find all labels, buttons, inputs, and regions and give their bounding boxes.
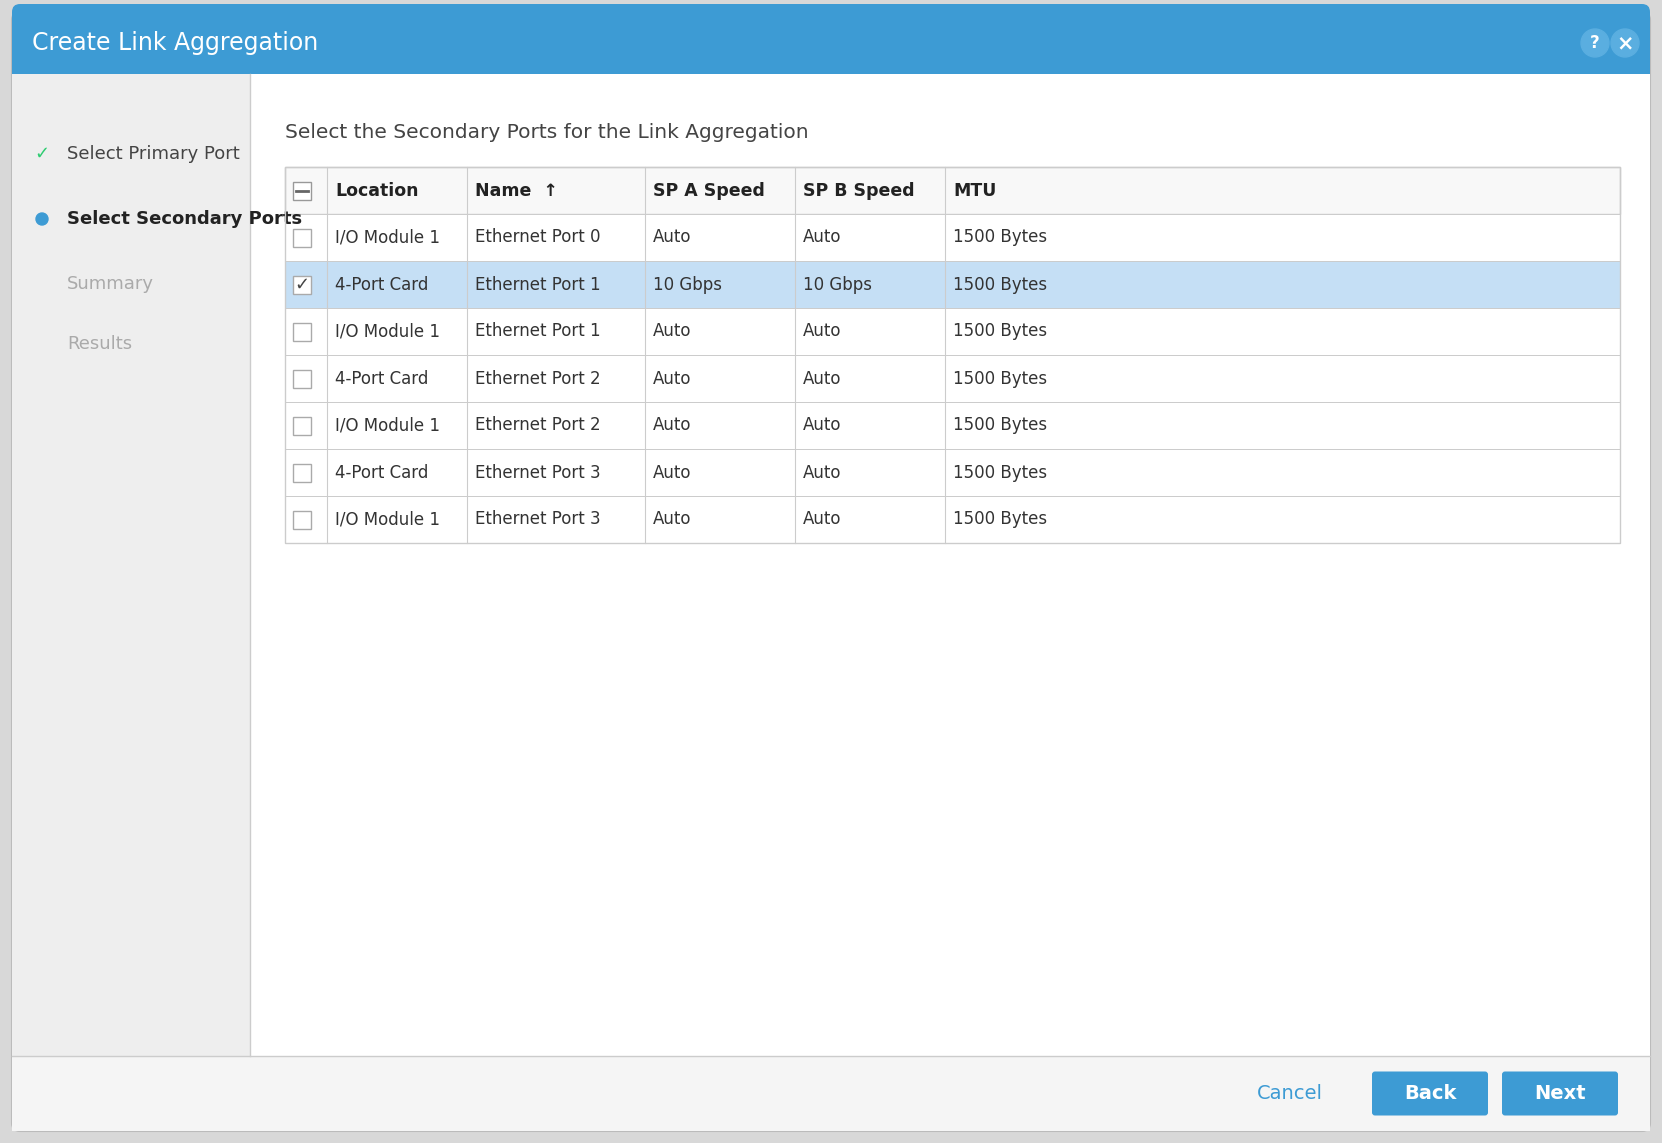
Text: Create Link Aggregation: Create Link Aggregation [32,31,317,55]
Text: Auto: Auto [653,511,691,528]
Text: 1500 Bytes: 1500 Bytes [952,322,1047,341]
Text: I/O Module 1: I/O Module 1 [336,511,440,528]
Text: Ethernet Port 1: Ethernet Port 1 [475,322,600,341]
Text: Auto: Auto [803,229,841,247]
Text: Summary: Summary [66,275,155,293]
Bar [284,214,1620,261]
Bar [284,402,1620,449]
Text: 4-Port Card: 4-Port Card [336,464,429,481]
Bar [293,464,311,481]
Bar [12,74,249,1056]
Text: Auto: Auto [653,416,691,434]
FancyBboxPatch shape [12,3,1650,82]
Bar [293,322,311,341]
Bar [284,307,1620,355]
Text: 10 Gbps: 10 Gbps [803,275,873,294]
Bar [293,229,311,247]
Text: Select Secondary Ports: Select Secondary Ports [66,210,302,227]
Text: ×: × [1615,33,1634,53]
FancyBboxPatch shape [1373,1071,1487,1116]
Bar [293,275,311,294]
Text: Auto: Auto [653,229,691,247]
Bar [249,74,1650,1056]
Bar [293,182,311,200]
Text: 1500 Bytes: 1500 Bytes [952,464,1047,481]
Text: SP A Speed: SP A Speed [653,182,765,200]
Circle shape [1610,29,1639,57]
Bar [284,496,1620,543]
Text: Auto: Auto [803,416,841,434]
Text: 4-Port Card: 4-Port Card [336,275,429,294]
Text: Next: Next [1534,1084,1586,1103]
Text: ✓: ✓ [294,275,309,294]
Circle shape [1581,29,1609,57]
Text: Results: Results [66,335,131,353]
Bar [284,167,1620,543]
Bar [284,167,1620,214]
Text: 10 Gbps: 10 Gbps [653,275,721,294]
Text: I/O Module 1: I/O Module 1 [336,229,440,247]
Text: Ethernet Port 2: Ethernet Port 2 [475,369,600,387]
Text: Ethernet Port 2: Ethernet Port 2 [475,416,600,434]
FancyBboxPatch shape [12,11,1650,1132]
Bar [12,11,1650,43]
Bar [293,511,311,528]
Text: Name  ↑: Name ↑ [475,182,558,200]
Text: Ethernet Port 3: Ethernet Port 3 [475,464,600,481]
Text: Back: Back [1404,1084,1456,1103]
Text: I/O Module 1: I/O Module 1 [336,322,440,341]
Text: Auto: Auto [653,464,691,481]
Text: Ethernet Port 0: Ethernet Port 0 [475,229,600,247]
Text: Auto: Auto [803,369,841,387]
Bar [293,416,311,434]
Bar [12,1056,1650,1132]
Bar [12,43,1650,74]
Text: SP B Speed: SP B Speed [803,182,914,200]
Text: Select the Secondary Ports for the Link Aggregation: Select the Secondary Ports for the Link … [284,122,809,142]
Text: 1500 Bytes: 1500 Bytes [952,416,1047,434]
Bar [284,261,1620,307]
Text: Cancel: Cancel [1256,1084,1323,1103]
Circle shape [37,213,48,225]
Text: ?: ? [1591,34,1601,51]
Text: 4-Port Card: 4-Port Card [336,369,429,387]
Text: Auto: Auto [653,322,691,341]
Text: 1500 Bytes: 1500 Bytes [952,275,1047,294]
Bar [284,449,1620,496]
Text: Auto: Auto [653,369,691,387]
Text: Auto: Auto [803,511,841,528]
Text: Select Primary Port: Select Primary Port [66,145,239,163]
Text: Ethernet Port 1: Ethernet Port 1 [475,275,600,294]
Text: Auto: Auto [803,464,841,481]
Text: 1500 Bytes: 1500 Bytes [952,229,1047,247]
Text: Auto: Auto [803,322,841,341]
Text: I/O Module 1: I/O Module 1 [336,416,440,434]
Text: 1500 Bytes: 1500 Bytes [952,369,1047,387]
Bar [293,369,311,387]
Text: ✓: ✓ [35,145,50,163]
Bar [284,355,1620,402]
Text: Ethernet Port 3: Ethernet Port 3 [475,511,600,528]
FancyBboxPatch shape [1502,1071,1619,1116]
Text: MTU: MTU [952,182,997,200]
Text: Location: Location [336,182,419,200]
Text: 1500 Bytes: 1500 Bytes [952,511,1047,528]
